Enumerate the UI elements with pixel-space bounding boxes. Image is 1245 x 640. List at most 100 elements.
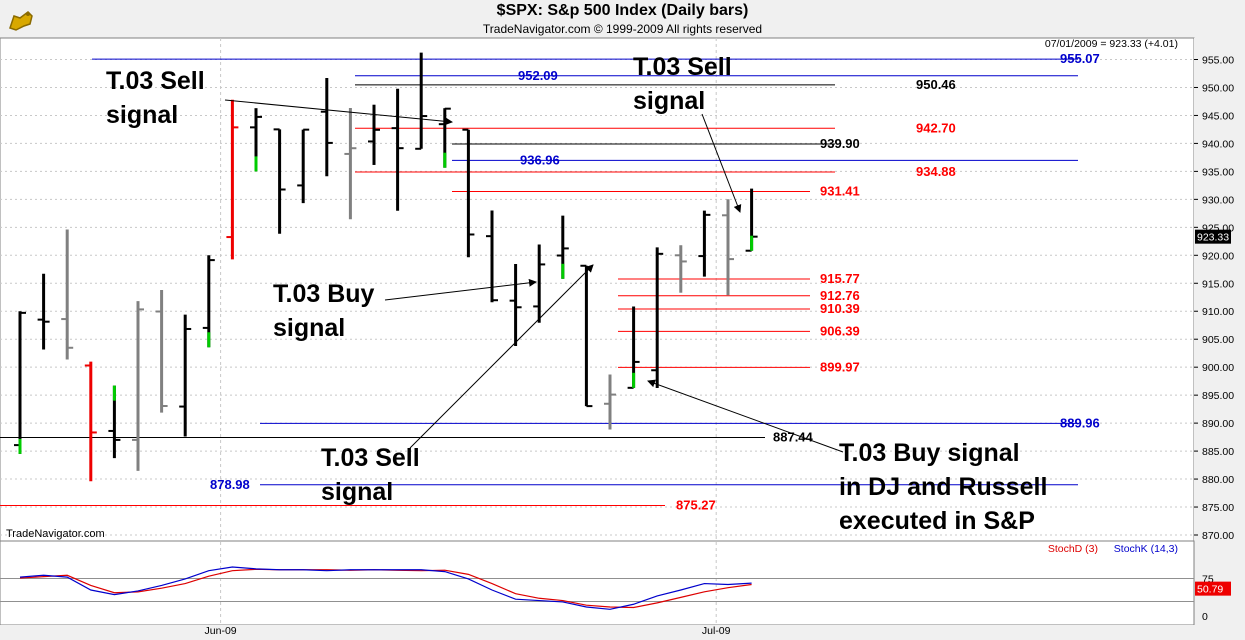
stoch-tick-label: 0 <box>1202 611 1208 623</box>
price-tick-label: 905.00 <box>1202 334 1234 346</box>
axis-bg <box>1194 38 1245 625</box>
current-price-label: 923.33 <box>1197 232 1229 244</box>
price-level-label: 899.97 <box>820 359 860 374</box>
price-level-label: 889.96 <box>1060 415 1100 430</box>
annotation-line: signal <box>321 478 394 506</box>
price-level-label: 887.44 <box>773 429 814 444</box>
date-axis-bg <box>0 625 1245 640</box>
ohlc-bar <box>108 385 121 459</box>
current-price-box <box>1195 229 1231 244</box>
ohlc-bar <box>509 264 522 347</box>
price-level-label: 915.77 <box>820 271 860 286</box>
ohlc-bar <box>297 128 310 204</box>
ohlc-bar <box>14 311 26 454</box>
price-tick-label: 920.00 <box>1202 250 1234 262</box>
price-level-label: 942.70 <box>916 120 956 135</box>
annotation-arrow <box>224 99 453 126</box>
price-tick-label: 895.00 <box>1202 390 1234 402</box>
ohlc-bar <box>462 128 475 258</box>
date-tick-label: Jul-09 <box>702 625 731 637</box>
price-level-label: 952.09 <box>518 68 558 83</box>
annotation-sell-signal-top-right: T.03 Sell signal <box>633 50 732 118</box>
price-tick-label: 910.00 <box>1202 306 1234 318</box>
annotation-sell-signal-top-left: T.03 Sell signal <box>106 64 205 132</box>
annotation-line: T.03 Sell <box>321 444 420 472</box>
copyright-text: TradeNavigator.com © 1999-2009 All right… <box>482 22 763 36</box>
annotation-line: in DJ and Russell <box>839 473 1048 501</box>
ohlc-bar <box>533 244 546 323</box>
annotation-line: signal <box>106 101 179 129</box>
price-level-label: 936.96 <box>520 152 560 167</box>
price-level-label: 931.41 <box>820 183 860 198</box>
ohlc-bar <box>722 199 734 296</box>
stoch-value-label: 50.79 <box>1197 584 1223 596</box>
price-tick-label: 945.00 <box>1202 110 1234 122</box>
ohlc-bar <box>415 52 428 150</box>
stoch-legend-d: StochD (3) <box>1048 543 1098 555</box>
ohlc-bar <box>556 215 569 279</box>
ohlc-bar <box>698 210 711 277</box>
ohlc-bar <box>273 128 286 234</box>
annotation-arrow <box>409 264 594 449</box>
ohlc-bar <box>61 229 74 360</box>
annotation-line: T.03 Sell <box>106 67 205 95</box>
ohlc-bar <box>155 289 168 413</box>
price-tick-label: 955.00 <box>1202 55 1234 67</box>
stoch-tick-label: 75 <box>1202 574 1214 586</box>
ohlc-bar <box>651 247 664 389</box>
watermark-text: TradeNavigator.com <box>6 528 105 540</box>
annotation-arrow <box>384 278 537 301</box>
price-level-label: 910.39 <box>820 301 860 316</box>
price-level-label: 875.27 <box>676 498 716 513</box>
annotation-buy-signal-middle: T.03 Buy signal <box>273 277 374 345</box>
price-tick-label: 880.00 <box>1202 474 1234 486</box>
price-level-label: 878.98 <box>210 477 250 492</box>
price-tick-label: 875.00 <box>1202 502 1234 514</box>
annotation-line: T.03 Buy signal <box>839 439 1020 467</box>
price-tick-label: 940.00 <box>1202 138 1234 150</box>
ohlc-bar <box>391 88 404 211</box>
ohlc-bar <box>674 245 687 293</box>
ohlc-bar <box>37 273 50 350</box>
price-panel-bg <box>0 37 1195 542</box>
ohlc-bar <box>250 108 262 172</box>
stoch-legend-k: StochK (14,3) <box>1114 543 1178 555</box>
price-level-label: 939.90 <box>820 136 860 151</box>
chart-title: $SPX: S&p 500 Index (Daily bars) <box>496 2 749 19</box>
annotation-buy-signal-dj-russell: T.03 Buy signal in DJ and Russell execut… <box>839 436 1047 538</box>
annotation-arrow <box>647 379 844 453</box>
annotation-line: T.03 Sell <box>633 53 732 81</box>
date-tick-label: Jun-09 <box>205 625 237 637</box>
ohlc-bar <box>344 108 357 220</box>
price-level-label: 955.07 <box>1060 51 1100 66</box>
price-level-label: 912.76 <box>820 288 860 303</box>
bull-logo-icon <box>9 11 33 31</box>
stoch-panel-bg <box>0 540 1195 626</box>
ohlc-bar <box>179 314 192 437</box>
price-tick-label: 900.00 <box>1202 362 1234 374</box>
price-level-label: 906.39 <box>820 323 860 338</box>
ohlc-bar <box>226 99 239 260</box>
ohlc-bar <box>320 78 333 177</box>
price-tick-label: 950.00 <box>1202 82 1234 94</box>
ohlc-bar <box>84 361 97 482</box>
annotation-line: signal <box>633 87 706 115</box>
ohlc-bar <box>627 306 640 389</box>
annotation-sell-signal-bottom: T.03 Sell signal <box>321 441 420 509</box>
price-tick-label: 935.00 <box>1202 166 1234 178</box>
last-quote-text: 07/01/2009 = 923.33 (+4.01) <box>1045 38 1178 50</box>
stoch-value-box <box>1195 581 1231 596</box>
price-level-label: 934.88 <box>916 164 956 179</box>
price-tick-label: 930.00 <box>1202 194 1234 206</box>
stoch-series-line <box>19 566 752 610</box>
price-tick-label: 870.00 <box>1202 530 1234 542</box>
ohlc-bar <box>132 301 144 471</box>
annotation-line: signal <box>273 314 346 342</box>
ohlc-bar <box>202 255 215 348</box>
ohlc-bar <box>745 188 758 252</box>
ohlc-bar <box>604 374 616 430</box>
annotation-arrow <box>701 113 742 213</box>
annotation-line: executed in S&P <box>839 507 1035 535</box>
price-tick-label: 915.00 <box>1202 278 1234 290</box>
